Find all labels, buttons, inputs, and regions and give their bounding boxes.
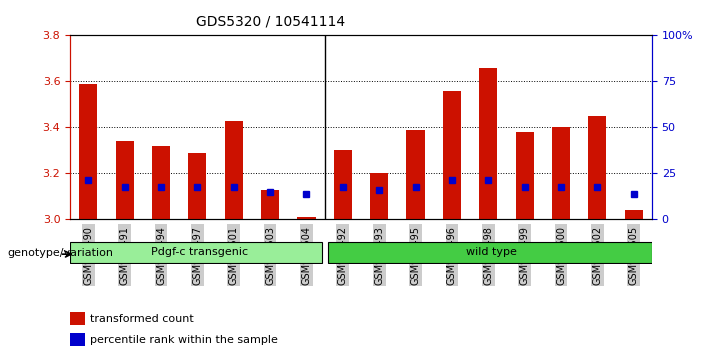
Bar: [407, 130, 425, 219]
Text: GDS5320 / 10541114: GDS5320 / 10541114: [196, 14, 346, 28]
Bar: [334, 150, 352, 219]
Bar: [588, 116, 606, 219]
Bar: [189, 153, 207, 219]
Bar: [79, 84, 97, 219]
Bar: [552, 127, 570, 219]
Bar: [479, 68, 498, 219]
Text: wild type: wild type: [465, 247, 517, 257]
Bar: [70, 312, 85, 325]
Bar: [116, 141, 134, 219]
Bar: [515, 132, 533, 219]
Bar: [443, 91, 461, 219]
Bar: [370, 173, 388, 219]
FancyBboxPatch shape: [327, 242, 652, 263]
FancyBboxPatch shape: [70, 242, 322, 263]
Bar: [625, 210, 643, 219]
Text: percentile rank within the sample: percentile rank within the sample: [90, 335, 278, 345]
Text: transformed count: transformed count: [90, 314, 194, 324]
Bar: [224, 120, 243, 219]
Text: genotype/variation: genotype/variation: [7, 248, 113, 258]
Text: Pdgf-c transgenic: Pdgf-c transgenic: [151, 247, 248, 257]
Bar: [261, 190, 279, 219]
Bar: [70, 333, 85, 346]
Bar: [152, 146, 170, 219]
Bar: [297, 217, 315, 219]
